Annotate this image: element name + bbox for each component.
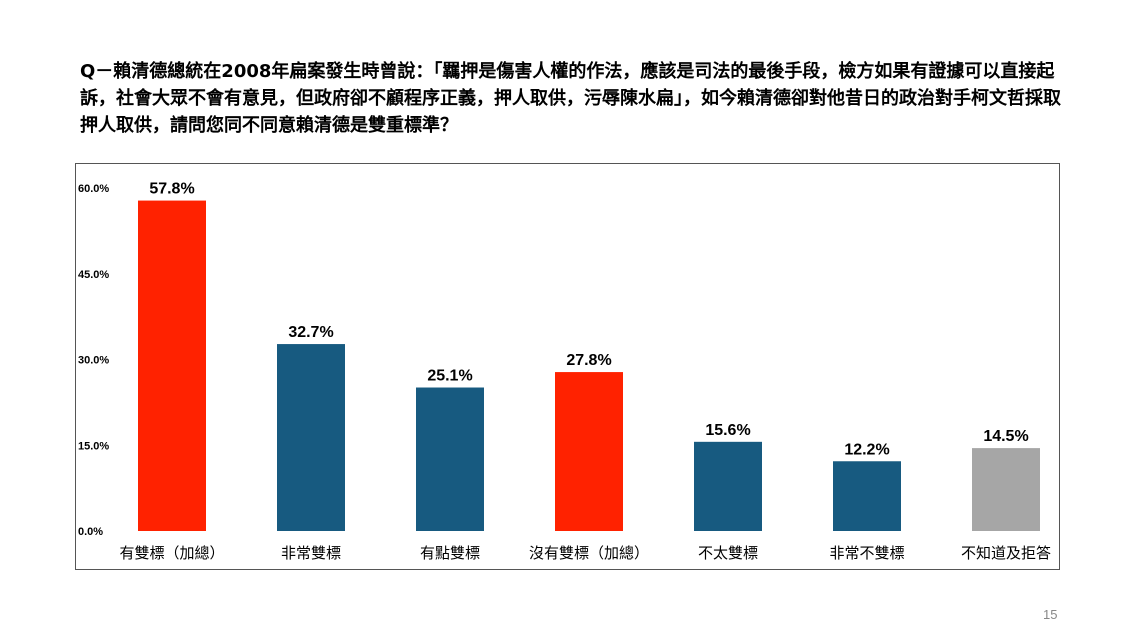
bar <box>694 441 762 531</box>
data-label: 57.8% <box>149 181 194 198</box>
data-label: 32.7% <box>288 324 333 341</box>
data-label: 14.5% <box>983 428 1028 445</box>
category-label: 沒有雙標（加總） <box>529 544 649 562</box>
bar <box>555 372 623 531</box>
bar <box>972 448 1040 531</box>
y-tick-label: 0.0% <box>78 526 103 538</box>
y-tick-label: 60.0% <box>78 183 109 195</box>
data-label: 27.8% <box>566 352 611 369</box>
data-label: 12.2% <box>844 441 889 458</box>
y-tick-label: 45.0% <box>78 269 109 281</box>
question-text: Q－賴清德總統在2008年扁案發生時曾說：「羈押是傷害人權的作法，應該是司法的最… <box>80 61 1061 136</box>
chart-frame: 0.0% 15.0% 30.0% 45.0% 60.0% 57.8% 有雙標（加總） 32.7… <box>75 163 1060 570</box>
bar-chart: 0.0% 15.0% 30.0% 45.0% 60.0% 57.8% 有雙標（加總） 32.7… <box>78 181 1051 562</box>
y-tick-label: 15.0% <box>78 440 109 452</box>
y-tick-label: 30.0% <box>78 355 109 367</box>
category-label: 不太雙標 <box>698 544 758 562</box>
category-label: 不知道及拒答 <box>961 544 1051 562</box>
page-number: 15 <box>1043 607 1058 622</box>
data-label: 25.1% <box>427 368 472 385</box>
bar <box>416 387 484 531</box>
category-label: 非常不雙標 <box>829 544 904 562</box>
bar <box>833 461 901 531</box>
bar <box>138 200 206 531</box>
category-label: 有雙標（加總） <box>119 544 224 562</box>
category-label: 非常雙標 <box>281 544 341 562</box>
bar <box>277 344 345 531</box>
data-label: 15.6% <box>705 422 750 439</box>
category-label: 有點雙標 <box>420 544 480 562</box>
